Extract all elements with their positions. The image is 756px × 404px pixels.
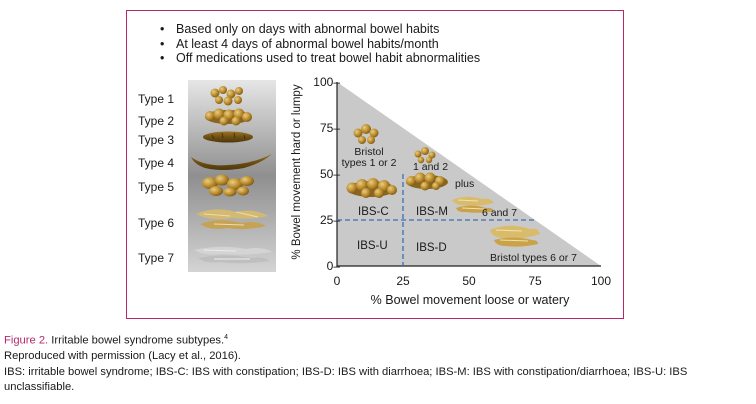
caption-title: Irritable bowel syndrome subtypes. [51, 334, 225, 347]
figure-number: Figure 2. [4, 334, 49, 347]
stool-types-6-7-icon [490, 225, 540, 247]
x-tick-label: 75 [528, 274, 542, 288]
x-axis-title: % Bowel movement loose or watery [371, 293, 570, 307]
y-tick-label: 25– [320, 213, 340, 227]
y-tick-label: 100– [313, 75, 340, 89]
x-tick-label: 100 [591, 274, 611, 288]
caption-abbreviations: IBS: irritable bowel syndrome; IBS-C: IB… [4, 365, 688, 394]
annotation-bristol-6-7: Bristol types 6 or 7 [490, 252, 577, 264]
criteria-list: Based only on days with abnormal bowel h… [160, 22, 480, 66]
stool-ibs-c-icon [346, 178, 397, 198]
stool-type3-icon [203, 131, 253, 143]
criteria-item: Based only on days with abnormal bowel h… [160, 22, 480, 37]
stool-type4-icon [191, 154, 272, 170]
region-label-ibs-u: IBS-U [357, 240, 388, 252]
caption-reference: 4 [224, 334, 229, 341]
stool-type6-icon [196, 209, 268, 230]
region-label-ibs-m: IBS-M [416, 206, 448, 218]
bristol-type-label: Type 5 [138, 180, 175, 194]
stool-1-and-2-icon [414, 147, 436, 164]
stool-type2-icon [205, 108, 252, 126]
stool-type1-icon [210, 86, 243, 106]
bristol-scale-panel [188, 80, 276, 272]
annotation-6-and-7: 6 and 7 [482, 207, 517, 219]
stool-type7-icon [194, 246, 272, 264]
annotation-1-and-2: 1 and 2 [413, 161, 448, 173]
criteria-item: At least 4 days of abnormal bowel habits… [160, 37, 480, 52]
bristol-type-label: Type 7 [138, 251, 175, 265]
region-label-ibs-d: IBS-D [416, 242, 447, 254]
x-tick-label: 25 [396, 274, 410, 288]
y-tick-label: 50– [320, 167, 340, 181]
caption-title-line: Figure 2. Irritable bowel syndrome subty… [4, 330, 752, 349]
stool-types-1-2-icon [353, 124, 379, 144]
region-label-ibs-c: IBS-C [358, 206, 389, 218]
bristol-type-label: Type 3 [138, 133, 175, 147]
annotation-bristol-1-2: Bristol types 1 or 2 [342, 146, 397, 169]
y-axis-title: % Bowel movement hard or lumpy [291, 84, 303, 259]
stool-6-and-7-icon [452, 196, 494, 213]
caption-permission: Reproduced with permission (Lacy et al.,… [4, 350, 241, 363]
bristol-type-label: Type 6 [138, 216, 175, 230]
criteria-item: Off medications used to treat bowel habi… [160, 51, 480, 66]
figure-caption: Figure 2. Irritable bowel syndrome subty… [4, 330, 752, 396]
y-tick-label: 0– [327, 259, 341, 273]
annotation-plus: plus [455, 178, 474, 190]
ibs-triangle-region [337, 82, 601, 266]
stool-ibs-m-icon [406, 172, 448, 191]
x-tick-label: 0 [334, 274, 341, 288]
bristol-type-label: Type 2 [138, 114, 175, 128]
bristol-type-label: Type 1 [138, 92, 175, 106]
y-tick-label: 75– [320, 121, 340, 135]
ibs-subtype-chart: 0 25 50 75 100 0– 25– 50– 75– 100– % Bow… [188, 75, 611, 307]
stool-type5-icon [202, 174, 254, 197]
x-tick-label: 50 [462, 274, 476, 288]
bristol-type-label: Type 4 [138, 156, 175, 170]
